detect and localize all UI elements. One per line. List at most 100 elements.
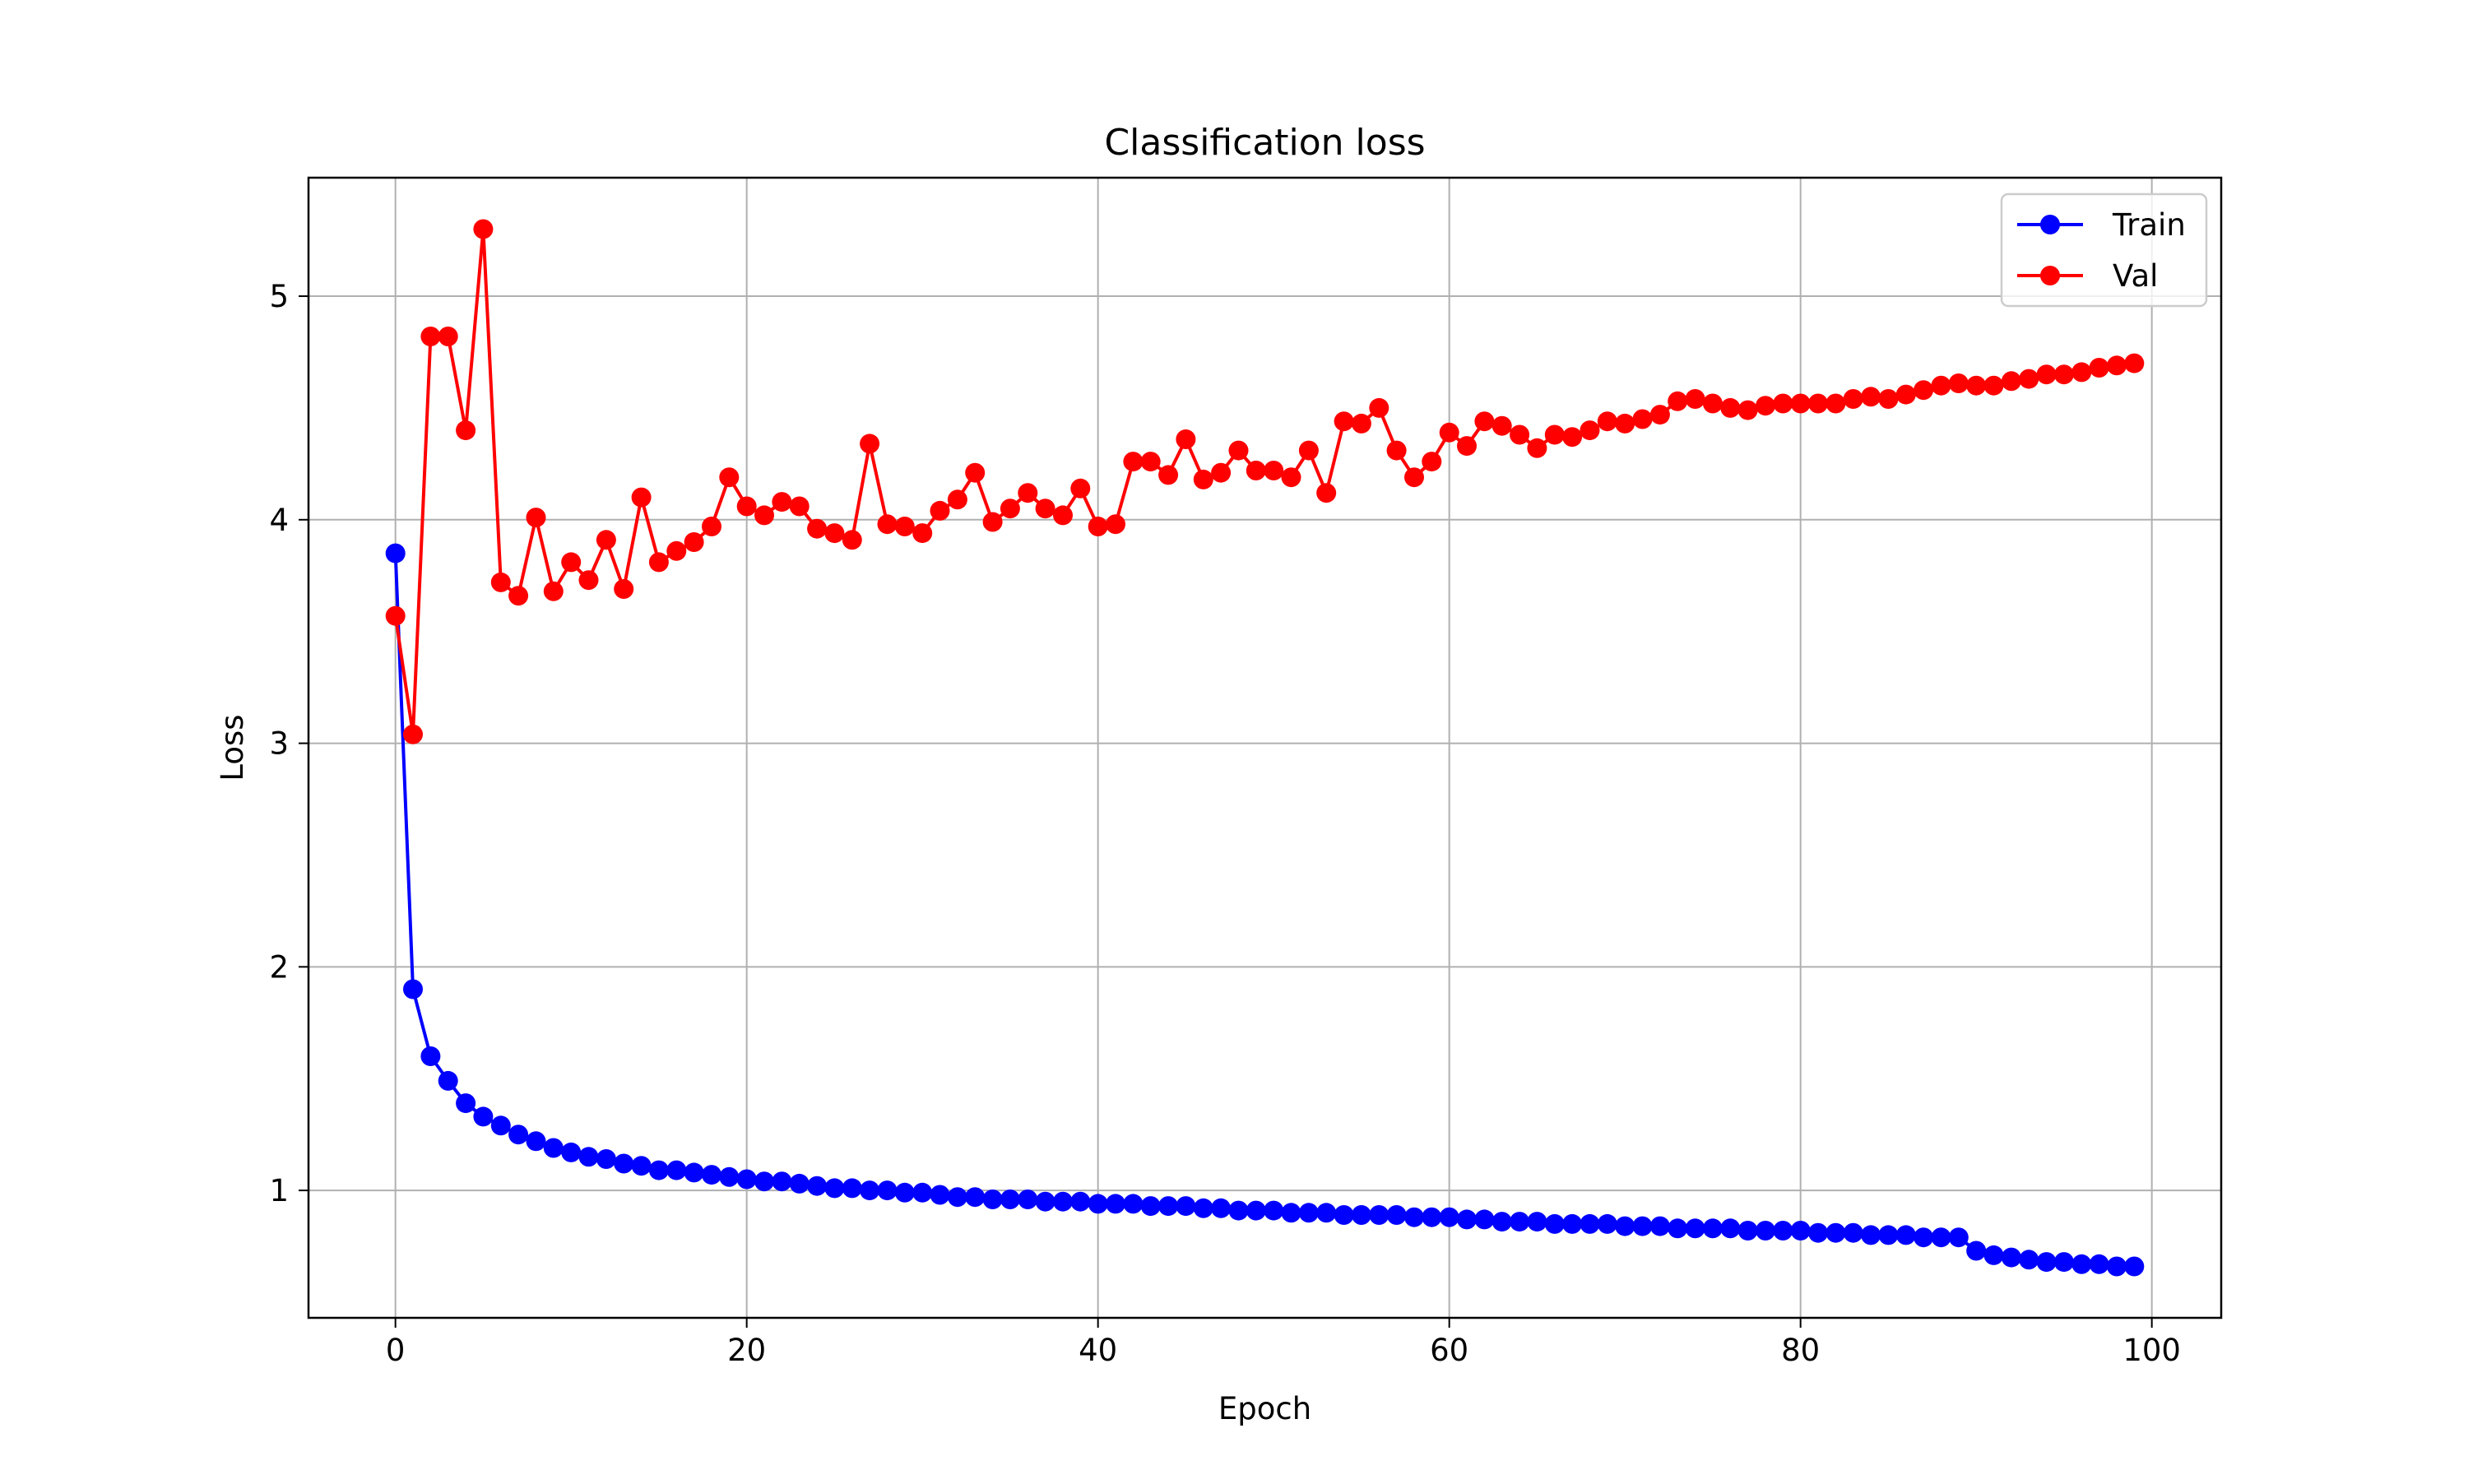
legend-train-marker <box>2040 215 2060 234</box>
series-train-point <box>1053 1191 1073 1212</box>
series-train-point <box>1386 1205 1407 1225</box>
series-val-point <box>1053 505 1073 526</box>
series-val-point <box>736 496 757 517</box>
series-train-point <box>1983 1245 2004 1265</box>
series-train-point <box>1825 1222 1846 1243</box>
series-val-point <box>420 327 441 346</box>
series-train-point <box>702 1165 721 1185</box>
series-val-point <box>1439 422 1459 443</box>
series-val-point <box>1983 375 2004 396</box>
y-tick-label: 1 <box>269 1173 289 1208</box>
series-train-point <box>1756 1221 1775 1241</box>
series-val-point <box>561 552 582 573</box>
series-train-point <box>877 1180 898 1201</box>
series-train-point <box>1491 1212 1512 1232</box>
series-val-point <box>1702 393 1723 414</box>
series-train-point <box>1457 1209 1477 1230</box>
series-val-point <box>614 579 634 599</box>
series-val-point <box>1088 517 1108 536</box>
series-train-point <box>1439 1207 1459 1227</box>
series-train-point <box>420 1046 441 1066</box>
series-layer <box>385 219 2145 1277</box>
series-val-point <box>1000 499 1020 519</box>
series-train-point <box>2124 1256 2145 1277</box>
series-val-point <box>1790 393 1811 414</box>
x-tick-label: 60 <box>1430 1333 1468 1368</box>
series-train-point <box>1369 1205 1389 1225</box>
series-val-point <box>1264 461 1284 480</box>
series-val-point <box>1632 409 1653 429</box>
series-val-point <box>877 514 898 535</box>
series-train-point <box>719 1166 740 1187</box>
series-val-point <box>2089 358 2109 378</box>
y-tick-label: 3 <box>269 726 289 762</box>
series-train-point <box>561 1142 582 1162</box>
series-val-point <box>1615 413 1635 434</box>
series-train-point <box>1720 1218 1741 1239</box>
y-tick-label: 5 <box>269 279 289 314</box>
series-val-point <box>1720 397 1741 418</box>
series-val-point <box>543 581 564 601</box>
chart-title: Classification loss <box>1104 122 1425 164</box>
series-train-point <box>1088 1194 1108 1214</box>
series-val-point <box>982 512 1003 532</box>
series-val-point <box>772 492 792 512</box>
series-train-point <box>1668 1218 1688 1239</box>
series-val-point <box>2036 364 2057 385</box>
x-tick-label: 0 <box>386 1333 406 1368</box>
series-train-point <box>1562 1213 1583 1234</box>
series-train-point <box>1649 1216 1670 1236</box>
series-train-point <box>1018 1190 1038 1209</box>
series-train-point <box>1140 1196 1161 1217</box>
series-train-point <box>631 1156 652 1176</box>
series-train-point <box>2071 1254 2092 1274</box>
series-train-point <box>2036 1252 2057 1273</box>
series-train-point <box>807 1176 828 1196</box>
series-val-point <box>1035 499 1055 519</box>
series-train-point <box>1246 1200 1266 1221</box>
series-train-point <box>1737 1221 1758 1241</box>
series-val-point <box>1123 452 1144 472</box>
series-val-point <box>1193 469 1213 489</box>
grid-lines <box>308 178 2221 1318</box>
series-train-point <box>1510 1212 1530 1232</box>
legend-val-label: Val <box>2113 258 2158 294</box>
series-train-point <box>1580 1213 1600 1234</box>
series-val-point <box>1562 427 1583 448</box>
series-val-point <box>965 462 986 483</box>
series-val-point <box>1843 389 1863 409</box>
plot-area-background <box>308 178 2221 1318</box>
series-train-point <box>1035 1191 1055 1212</box>
series-val-point <box>1685 389 1705 409</box>
series-val-point <box>1070 478 1091 499</box>
series-val-point <box>1491 415 1512 436</box>
series-val-point <box>1895 384 1916 405</box>
series-train-point <box>456 1093 476 1114</box>
series-train-point <box>1176 1196 1196 1217</box>
series-val-point <box>631 487 652 508</box>
series-val-point <box>1649 405 1670 425</box>
series-train-point <box>648 1160 669 1180</box>
series-train-point <box>578 1147 599 1167</box>
series-val-point <box>1737 400 1758 420</box>
series-train-point <box>490 1115 511 1136</box>
x-tick-label: 40 <box>1079 1333 1117 1368</box>
series-train-point <box>1544 1213 1565 1234</box>
x-tick-label: 20 <box>727 1333 766 1368</box>
series-train <box>385 543 2145 1277</box>
series-train-point <box>1281 1203 1301 1223</box>
series-val-point <box>1580 420 1600 441</box>
series-val-point <box>1756 396 1775 416</box>
series-train-point <box>772 1171 792 1192</box>
series-val-point <box>2107 355 2127 376</box>
series-train-point <box>1298 1203 1319 1223</box>
series-train-point <box>1790 1221 1811 1241</box>
y-tick-label: 2 <box>269 949 289 985</box>
series-train-point <box>1334 1205 1354 1225</box>
series-train-point <box>860 1180 880 1201</box>
series-val-point <box>1369 397 1389 418</box>
series-val <box>385 219 2145 744</box>
series-val-point <box>1808 393 1828 414</box>
series-train-point <box>543 1138 564 1158</box>
series-train-point <box>666 1160 687 1180</box>
